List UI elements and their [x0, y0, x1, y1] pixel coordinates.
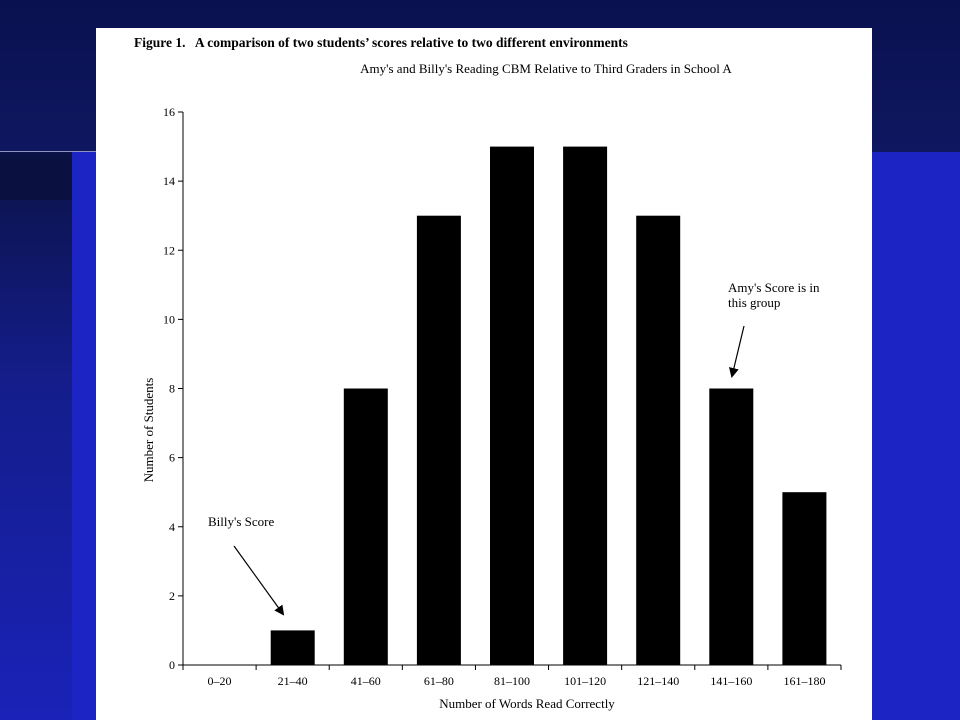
y-tick-label: 14	[163, 174, 175, 188]
x-tick-label: 101–120	[564, 674, 606, 688]
y-tick-label: 2	[169, 589, 175, 603]
x-tick-label: 41–60	[351, 674, 381, 688]
annotation-arrow	[233, 545, 285, 616]
annotation-arrow	[729, 325, 745, 378]
y-tick-label: 16	[163, 105, 175, 119]
y-axis-title: Number of Students	[141, 378, 156, 483]
bar-141–160	[709, 388, 754, 665]
x-tick-label: 161–180	[783, 674, 825, 688]
chart-title: Amy's and Billy's Reading CBM Relative t…	[360, 61, 732, 76]
bar-121–140	[636, 215, 681, 665]
annotation-text: this group	[728, 295, 780, 310]
y-tick-label: 12	[163, 243, 175, 257]
bar-101–120	[563, 146, 608, 666]
figure-caption-text: A comparison of two students’ scores rel…	[194, 35, 628, 50]
y-tick-label: 6	[169, 451, 175, 465]
x-tick-label: 121–140	[637, 674, 679, 688]
x-tick-label: 81–100	[494, 674, 530, 688]
x-tick-label: 61–80	[424, 674, 454, 688]
y-tick-label: 10	[163, 312, 175, 326]
x-tick-label: 21–40	[278, 674, 308, 688]
figure-caption: Figure 1. A comparison of two students’ …	[134, 35, 854, 51]
slide-background-left	[0, 152, 72, 720]
bar-161–180	[782, 492, 827, 665]
x-tick-label: 141–160	[710, 674, 752, 688]
figure-paper: Figure 1. A comparison of two students’ …	[96, 28, 872, 720]
annotation-text: Amy's Score is in	[728, 280, 820, 295]
y-tick-label: 4	[169, 520, 175, 534]
bar-81–100	[490, 146, 534, 666]
y-ticks-group: 0 2 4 6 8 10 12 14 16	[163, 105, 183, 672]
slide-divider-line	[0, 151, 96, 152]
y-tick-label: 0	[169, 658, 175, 672]
x-tick-label: 0–20	[208, 674, 232, 688]
annotation-text: Billy's Score	[208, 514, 274, 529]
bar-61–80	[416, 215, 461, 665]
bar-chart: 0 2 4 6 8 10 12 14 16 0–20 21–40 41–60 61–80 81–100 1…	[141, 105, 842, 711]
x-ticks-group: 0–20 21–40 41–60 61–80 81–100 101–120 121–140 1…	[182, 665, 842, 688]
bars-group	[270, 146, 827, 666]
slide-background-block	[0, 156, 72, 200]
figure-label: Figure 1.	[134, 35, 186, 50]
bar-41–60	[343, 388, 388, 665]
y-tick-label: 8	[169, 382, 175, 396]
x-axis-title: Number of Words Read Correctly	[439, 696, 615, 711]
bar-21–40	[270, 630, 315, 665]
